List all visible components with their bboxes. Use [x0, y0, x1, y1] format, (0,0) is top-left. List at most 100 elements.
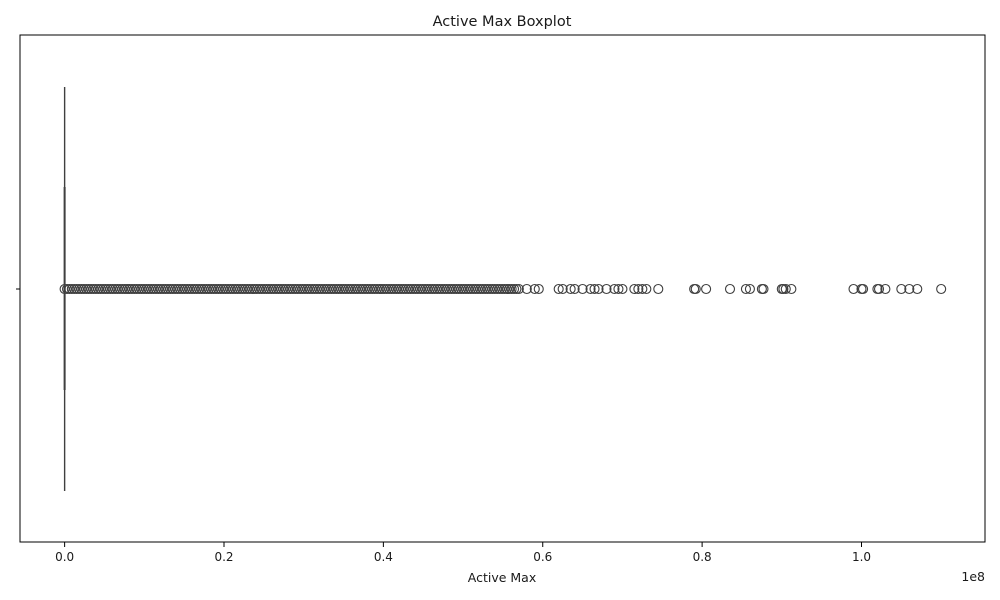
outlier-point — [501, 283, 512, 295]
outlier-point — [280, 283, 291, 295]
outlier-point — [150, 283, 161, 295]
x-axis-ticks: 0.0 0.2 0.4 0.6 0.8 1.0 — [55, 542, 871, 564]
outlier-point — [146, 283, 157, 295]
outlier-point — [81, 283, 92, 295]
outlier-point — [259, 283, 270, 295]
outlier-point — [350, 283, 361, 295]
outlier-point — [170, 283, 181, 295]
outlier-point — [95, 283, 106, 295]
outlier-point — [179, 283, 190, 295]
outlier-point — [285, 283, 296, 295]
outlier-point — [239, 283, 250, 295]
outlier-point — [222, 283, 234, 295]
outlier-point — [463, 283, 474, 295]
outlier-point — [189, 283, 200, 295]
outlier-point — [186, 283, 198, 295]
outlier-point — [172, 283, 183, 295]
outlier-point — [232, 283, 243, 295]
outlier-point — [242, 283, 253, 295]
outlier-point — [427, 283, 438, 295]
outlier-point — [460, 283, 472, 295]
outlier-point — [90, 283, 101, 295]
outlier-point — [744, 283, 755, 295]
outlier-point — [299, 283, 311, 295]
outlier-point — [633, 283, 644, 295]
outlier-point — [184, 283, 195, 295]
outlier-point — [158, 283, 169, 295]
outlier-point — [487, 283, 498, 295]
outlier-point — [422, 283, 433, 295]
outlier-point — [367, 283, 378, 295]
outlier-point — [364, 283, 375, 295]
outlier-point — [589, 283, 600, 295]
outlier-point — [225, 283, 236, 295]
x-axis-label: Active Max — [468, 570, 536, 585]
outlier-point — [326, 283, 337, 295]
outlier-point — [374, 283, 385, 295]
outlier-point — [271, 283, 282, 295]
outlier-point — [266, 283, 277, 295]
outlier-point — [388, 283, 399, 295]
outlier-point — [896, 283, 907, 295]
outlier-point — [78, 283, 89, 295]
outlier-point — [434, 283, 445, 295]
outlier-point — [304, 283, 315, 295]
outlier-point — [134, 283, 145, 295]
outlier-point — [196, 283, 207, 295]
outlier-point — [71, 283, 82, 295]
outlier-point — [287, 283, 298, 295]
outlier-point — [458, 283, 469, 295]
outlier-point — [565, 283, 576, 295]
outlier-point — [577, 283, 588, 295]
chart-title: Active Max Boxplot — [433, 14, 572, 30]
outlier-point — [396, 283, 407, 295]
outlier-point — [403, 283, 414, 295]
outlier-point — [210, 283, 222, 295]
outlier-point — [174, 283, 186, 295]
outlier-point — [247, 283, 258, 295]
outlier-point — [314, 283, 325, 295]
outlier-point — [93, 283, 104, 295]
outlier-point — [333, 283, 344, 295]
outlier-point — [412, 283, 423, 295]
outlier-point — [122, 283, 133, 295]
outlier-point — [328, 283, 339, 295]
outlier-point — [456, 283, 467, 295]
outlier-point — [641, 283, 652, 295]
outlier-point — [311, 283, 323, 295]
outlier-point — [557, 283, 568, 295]
outlier-point — [138, 283, 149, 295]
outlier-point — [477, 283, 488, 295]
outlier-point — [432, 283, 443, 295]
outlier-point — [482, 283, 493, 295]
outlier-point — [858, 283, 869, 295]
outlier-point — [177, 283, 188, 295]
outlier-point — [136, 283, 147, 295]
outlier-point — [76, 283, 87, 295]
outlier-point — [340, 283, 351, 295]
outlier-point — [167, 283, 178, 295]
outlier-point — [261, 283, 272, 295]
outlier-point — [292, 283, 303, 295]
outlier-point — [114, 283, 125, 295]
outlier-point — [98, 283, 109, 295]
outlier-point — [251, 283, 262, 295]
outlier-point — [213, 283, 224, 295]
outlier-point — [83, 283, 94, 295]
outlier-point — [848, 283, 859, 295]
x-tick-label: 0.8 — [693, 550, 712, 564]
x-tick-label: 0.2 — [214, 550, 233, 564]
outlier-point — [273, 283, 284, 295]
outlier-point — [102, 283, 113, 295]
outlier-point — [393, 283, 404, 295]
outlier-point — [405, 283, 416, 295]
outlier-point — [112, 283, 123, 295]
outlier-point — [470, 283, 481, 295]
outlier-point — [160, 283, 171, 295]
outlier-point — [194, 283, 205, 295]
outlier-point — [484, 283, 496, 295]
outlier-point — [357, 283, 368, 295]
outlier-point — [295, 283, 306, 295]
x-tick-label: 0.6 — [533, 550, 552, 564]
